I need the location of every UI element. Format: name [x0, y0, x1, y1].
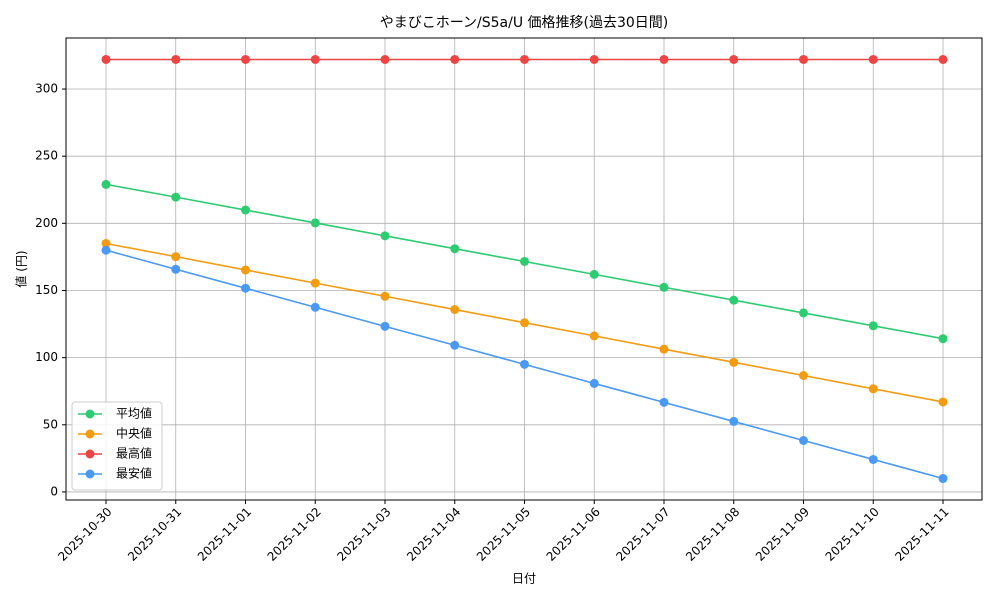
- x-tick-label: 2025-11-02: [265, 505, 324, 564]
- data-point: [729, 54, 739, 64]
- data-point: [589, 54, 599, 64]
- data-point: [520, 359, 529, 369]
- chart-title: やまびこホーン/S5a/U 価格推移(過去30日間): [380, 15, 669, 31]
- data-point: [589, 269, 599, 279]
- data-point: [171, 54, 181, 64]
- data-point: [450, 244, 460, 254]
- data-point: [171, 264, 181, 274]
- y-tick-label: 50: [43, 417, 58, 431]
- data-point: [729, 295, 739, 305]
- data-point: [589, 331, 599, 341]
- data-point: [868, 54, 878, 64]
- data-point: [938, 54, 948, 64]
- x-tick-label: 2025-10-30: [55, 505, 114, 564]
- data-point: [380, 54, 390, 64]
- legend-marker: [85, 449, 95, 459]
- legend-label: 平均値: [116, 406, 152, 421]
- x-axis-label: 日付: [512, 572, 536, 586]
- y-tick-label: 300: [35, 82, 58, 96]
- data-point: [729, 357, 739, 367]
- data-point: [310, 54, 320, 64]
- data-point: [799, 308, 808, 318]
- y-tick-label: 200: [35, 216, 58, 230]
- y-tick-label: 100: [35, 350, 58, 364]
- data-point: [938, 334, 948, 344]
- data-point: [450, 305, 460, 315]
- legend-label: 最安値: [116, 466, 152, 481]
- x-tick-label: 2025-11-09: [753, 505, 812, 564]
- x-tick-label: 2025-11-07: [613, 505, 672, 564]
- data-point: [520, 318, 529, 328]
- data-point: [659, 344, 669, 354]
- data-point: [241, 265, 250, 275]
- data-point: [729, 416, 739, 426]
- data-point: [101, 238, 111, 248]
- data-point: [380, 231, 390, 241]
- legend-marker: [85, 429, 95, 439]
- data-point: [241, 283, 250, 293]
- data-point: [171, 192, 181, 202]
- data-point: [799, 371, 808, 381]
- x-tick-label: 2025-11-10: [823, 505, 882, 564]
- x-tick-label: 2025-11-06: [544, 505, 603, 564]
- legend-marker: [85, 469, 95, 479]
- data-point: [868, 454, 878, 464]
- x-tick-label: 2025-11-05: [474, 505, 533, 564]
- data-point: [450, 340, 460, 350]
- y-tick-label: 0: [50, 484, 58, 498]
- data-point: [868, 384, 878, 394]
- data-point: [938, 397, 948, 407]
- data-point: [659, 282, 669, 292]
- data-point: [799, 54, 808, 64]
- data-point: [380, 291, 390, 301]
- data-point: [380, 321, 390, 331]
- x-tick-label: 2025-11-04: [404, 505, 463, 564]
- legend-label: 中央値: [116, 426, 152, 441]
- y-axis-label: 値 (円): [14, 250, 29, 287]
- data-point: [310, 218, 320, 228]
- x-tick-label: 2025-11-11: [892, 505, 951, 564]
- data-point: [520, 54, 529, 64]
- data-point: [241, 205, 250, 215]
- data-point: [171, 252, 181, 262]
- legend-box: [71, 401, 163, 491]
- data-point: [241, 54, 250, 64]
- data-point: [868, 321, 878, 331]
- y-tick-label: 250: [35, 149, 58, 163]
- y-tick-label: 150: [35, 283, 58, 297]
- x-tick-label: 2025-11-08: [683, 505, 742, 564]
- x-tick-label: 2025-11-03: [334, 505, 393, 564]
- data-point: [310, 302, 320, 312]
- legend-marker: [85, 409, 95, 419]
- data-point: [799, 436, 808, 446]
- data-point: [101, 54, 111, 64]
- data-point: [101, 179, 111, 189]
- legend-label: 最高値: [116, 446, 152, 461]
- data-point: [659, 54, 669, 64]
- data-point: [450, 54, 460, 64]
- plot-frame: [65, 37, 983, 501]
- data-point: [589, 378, 599, 388]
- x-tick-label: 2025-11-01: [195, 505, 254, 564]
- x-tick-label: 2025-10-31: [125, 505, 184, 564]
- data-point: [520, 256, 529, 266]
- data-point: [310, 278, 320, 288]
- data-point: [659, 397, 669, 407]
- data-point: [938, 474, 948, 484]
- data-point: [101, 245, 111, 255]
